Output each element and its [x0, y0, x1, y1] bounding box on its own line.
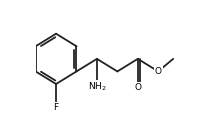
- Text: O: O: [155, 67, 162, 76]
- Text: F: F: [53, 103, 59, 112]
- Text: NH$_2$: NH$_2$: [88, 81, 106, 93]
- Text: O: O: [134, 83, 141, 92]
